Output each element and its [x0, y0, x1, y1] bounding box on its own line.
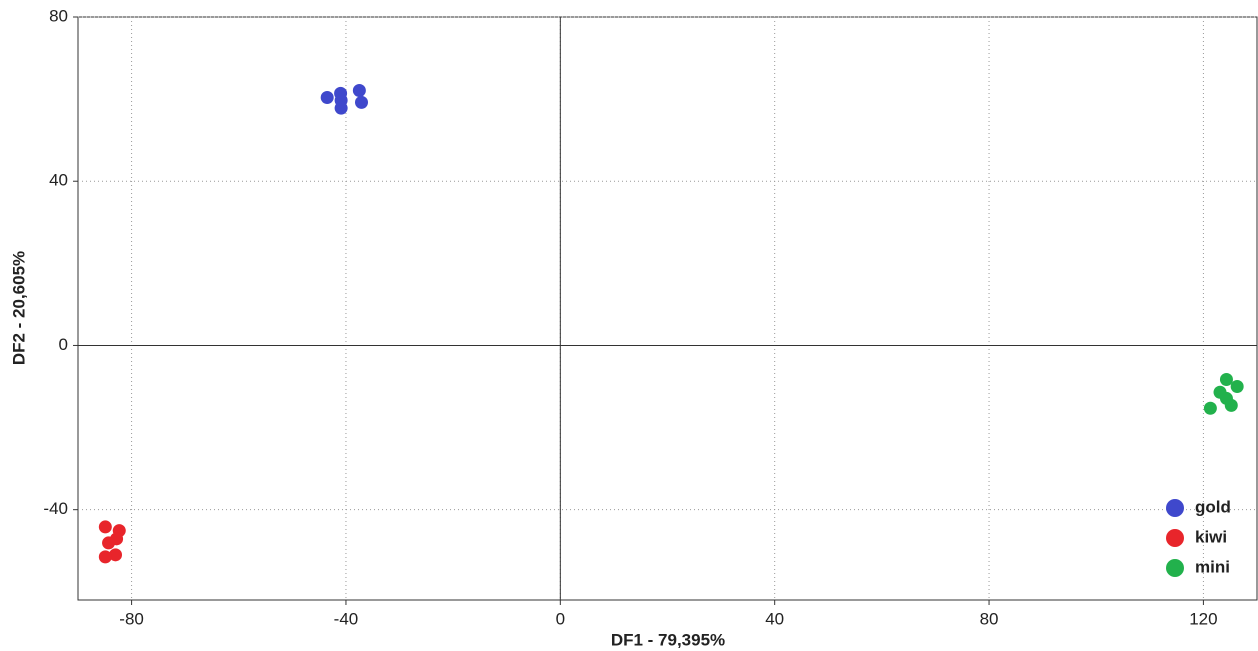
point — [109, 548, 123, 562]
point — [1219, 373, 1233, 387]
legend-marker — [1166, 559, 1184, 577]
point — [352, 83, 366, 97]
x-tick-label: -80 — [119, 609, 144, 628]
point — [1224, 398, 1238, 412]
x-tick-label: -40 — [334, 609, 359, 628]
legend-marker — [1166, 529, 1184, 547]
y-axis-title: DF2 - 20,605% — [9, 251, 28, 365]
x-tick-label: 0 — [556, 609, 565, 628]
plot-area — [77, 16, 1258, 601]
y-tick-label: 80 — [49, 6, 68, 25]
point — [102, 536, 116, 550]
point — [354, 95, 368, 109]
point — [1230, 380, 1244, 394]
point — [320, 90, 334, 104]
legend-label: gold — [1195, 497, 1231, 516]
x-tick-label: 120 — [1189, 609, 1217, 628]
point — [334, 101, 348, 115]
legend-marker — [1166, 499, 1184, 517]
x-tick-label: 40 — [765, 609, 784, 628]
y-tick-label: 0 — [59, 335, 68, 354]
x-tick-label: 80 — [980, 609, 999, 628]
legend-label: kiwi — [1195, 527, 1227, 546]
point — [98, 520, 112, 534]
point — [1203, 401, 1217, 415]
legend-label: mini — [1195, 557, 1230, 576]
y-tick-label: 40 — [49, 171, 68, 190]
x-axis-title: DF1 - 79,395% — [611, 630, 725, 649]
y-tick-label: -40 — [43, 499, 68, 518]
point — [98, 550, 112, 564]
